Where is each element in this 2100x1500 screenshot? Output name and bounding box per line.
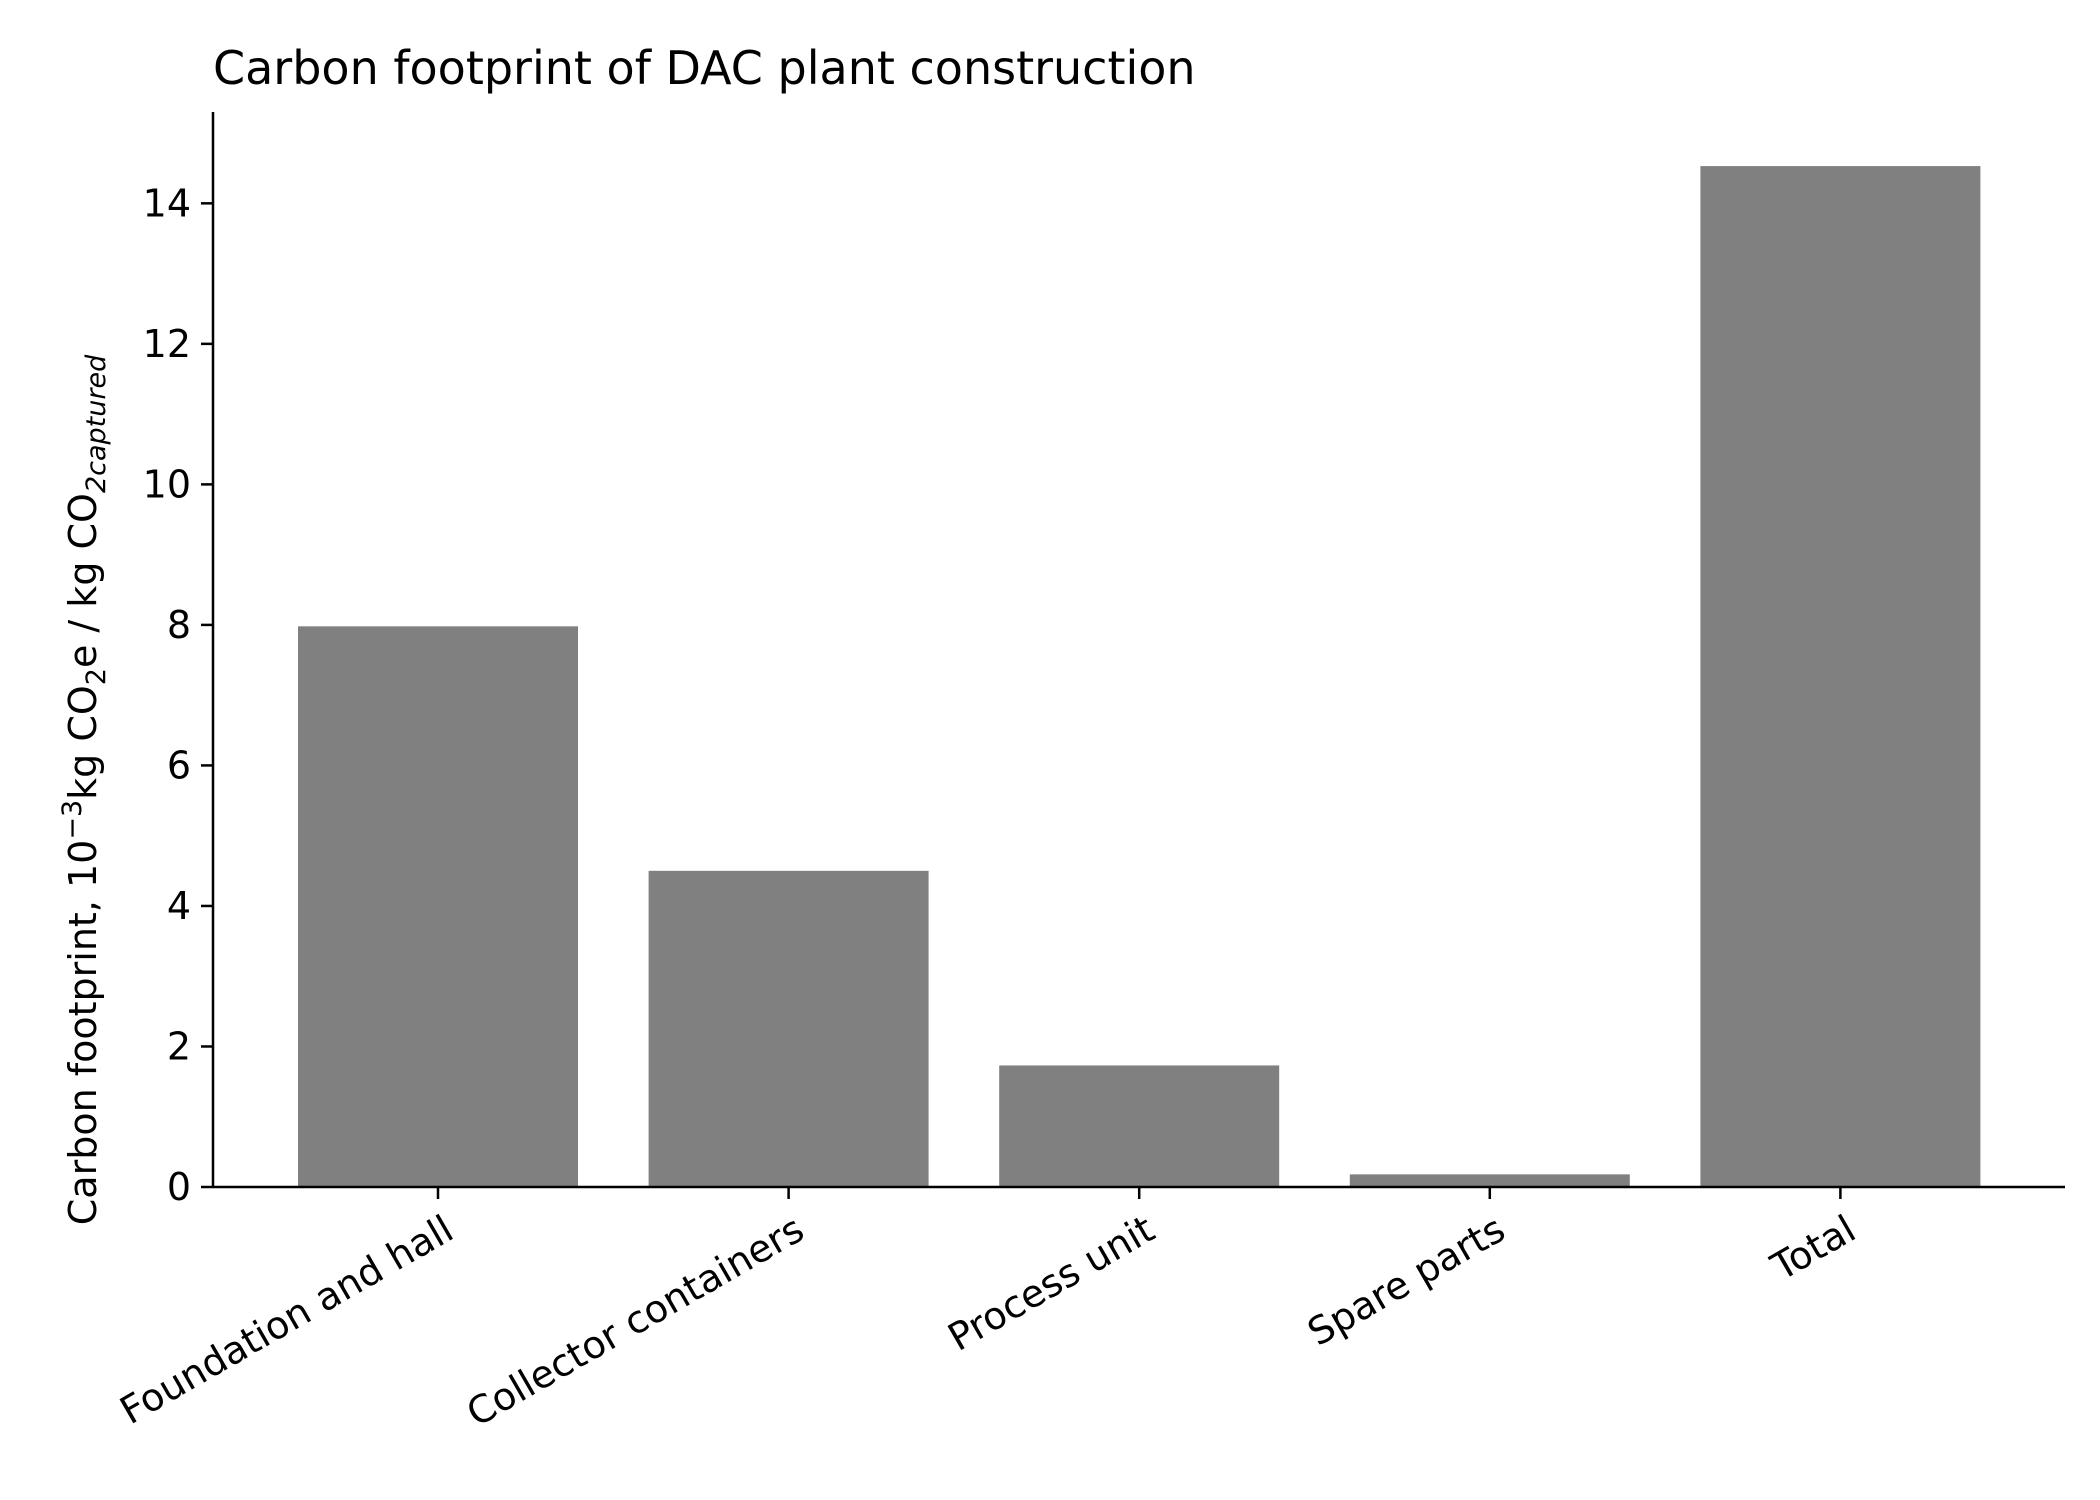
y-axis-label-prefix: Carbon footprint, 10: [61, 840, 105, 1226]
x-tick-label: Collector containers: [459, 1207, 811, 1436]
y-axis-label-exponent: −3: [57, 800, 88, 840]
y-tick-label: 0: [167, 1165, 191, 1209]
y-axis-label-mid1: kg CO: [61, 685, 105, 800]
bars: [298, 166, 1981, 1187]
y-axis-label: Carbon footprint, 10−3kg CO2e / kg CO2ca…: [57, 354, 112, 1225]
y-axis-label-subscript2: 2captured: [81, 354, 112, 493]
bar: [1700, 166, 1981, 1187]
x-tick-label: Foundation and hall: [113, 1207, 461, 1433]
bar: [298, 626, 578, 1187]
chart-title: Carbon footprint of DAC plant constructi…: [213, 41, 1196, 95]
y-tick-label: 10: [143, 462, 191, 506]
y-tick-label: 4: [167, 884, 191, 928]
x-tick-label: Total: [1763, 1207, 1863, 1290]
y-tick-label: 8: [167, 603, 191, 647]
x-tick-label: Spare parts: [1300, 1207, 1512, 1355]
y-axis-label-mid2: e / kg CO: [61, 493, 105, 668]
bar: [999, 1065, 1280, 1187]
y-axis-label-subscript1: 2: [81, 668, 112, 685]
y-tick-label: 2: [167, 1024, 191, 1068]
bar: [1349, 1174, 1630, 1187]
bar: [648, 870, 929, 1187]
y-tick-label: 6: [167, 743, 191, 787]
x-tick-label: Process unit: [941, 1207, 1162, 1360]
y-tick-label: 14: [143, 181, 191, 225]
y-axis-ticks: 0 2 4 6 8 10 12 14: [143, 181, 213, 1209]
y-tick-label: 12: [143, 322, 191, 366]
